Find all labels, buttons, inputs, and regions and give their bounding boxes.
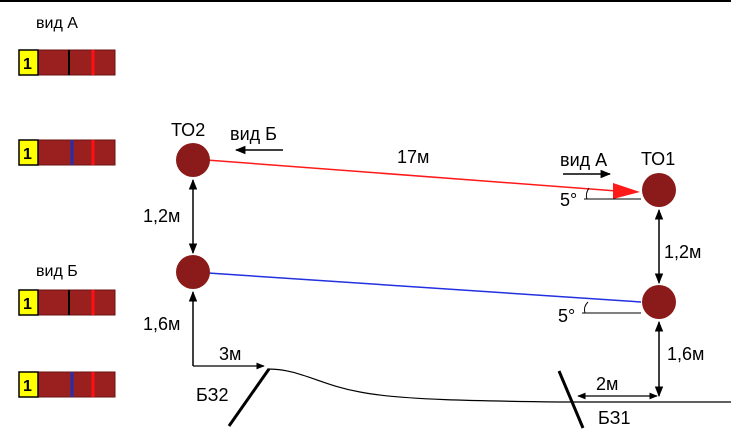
left-lower-dimension-label: 1,6м — [143, 314, 180, 334]
pole-bz31 — [557, 370, 585, 429]
ground-line — [267, 368, 731, 403]
lower-span-line — [192, 271, 642, 303]
legend-label-view-a: вид А — [36, 15, 78, 32]
upper-angle-label: 5° — [560, 190, 577, 210]
strip-number: 1 — [23, 296, 32, 313]
strip-4: 1 — [18, 371, 116, 398]
span-length-label: 17м — [397, 147, 429, 167]
view-b-label: вид Б — [230, 124, 277, 144]
upper-angle-arc — [585, 187, 590, 200]
legend-label-view-b: вид Б — [36, 263, 78, 280]
strip-number: 1 — [23, 56, 32, 73]
lower-angle-arc — [583, 301, 589, 314]
left-upper-dimension-label: 1,2м — [143, 206, 180, 226]
view-a-label: вид А — [560, 150, 607, 170]
bz31-offset-label: 2м — [596, 374, 618, 394]
lower-angle-label: 5° — [558, 306, 575, 326]
pole-bz32 — [227, 368, 271, 427]
node-lower-left — [176, 255, 210, 289]
strip-2: 1 — [18, 139, 116, 166]
right-upper-dimension-label: 1,2м — [664, 242, 701, 262]
upper-span-line — [192, 158, 618, 192]
upper-span-arrowhead — [613, 183, 640, 199]
number-box — [18, 371, 39, 398]
number-box — [18, 139, 39, 166]
bz32-offset-label: 3м — [219, 344, 241, 364]
node-label-to2: ТО2 — [171, 120, 205, 140]
node-lower-right — [642, 285, 676, 319]
node-to2 — [176, 143, 210, 177]
node-to1 — [642, 173, 676, 207]
number-box — [18, 49, 39, 76]
number-box — [18, 289, 39, 316]
node-label-to1: ТО1 — [641, 149, 675, 169]
right-lower-dimension-label: 1,6м — [667, 344, 704, 364]
strip-3: 1 — [18, 289, 116, 316]
strip-1: 1 — [18, 49, 116, 76]
strip-number: 1 — [23, 378, 32, 395]
pole-bz32-label: БЗ2 — [196, 385, 229, 405]
strip-number: 1 — [23, 146, 32, 163]
pole-bz31-label: БЗ1 — [598, 408, 631, 428]
